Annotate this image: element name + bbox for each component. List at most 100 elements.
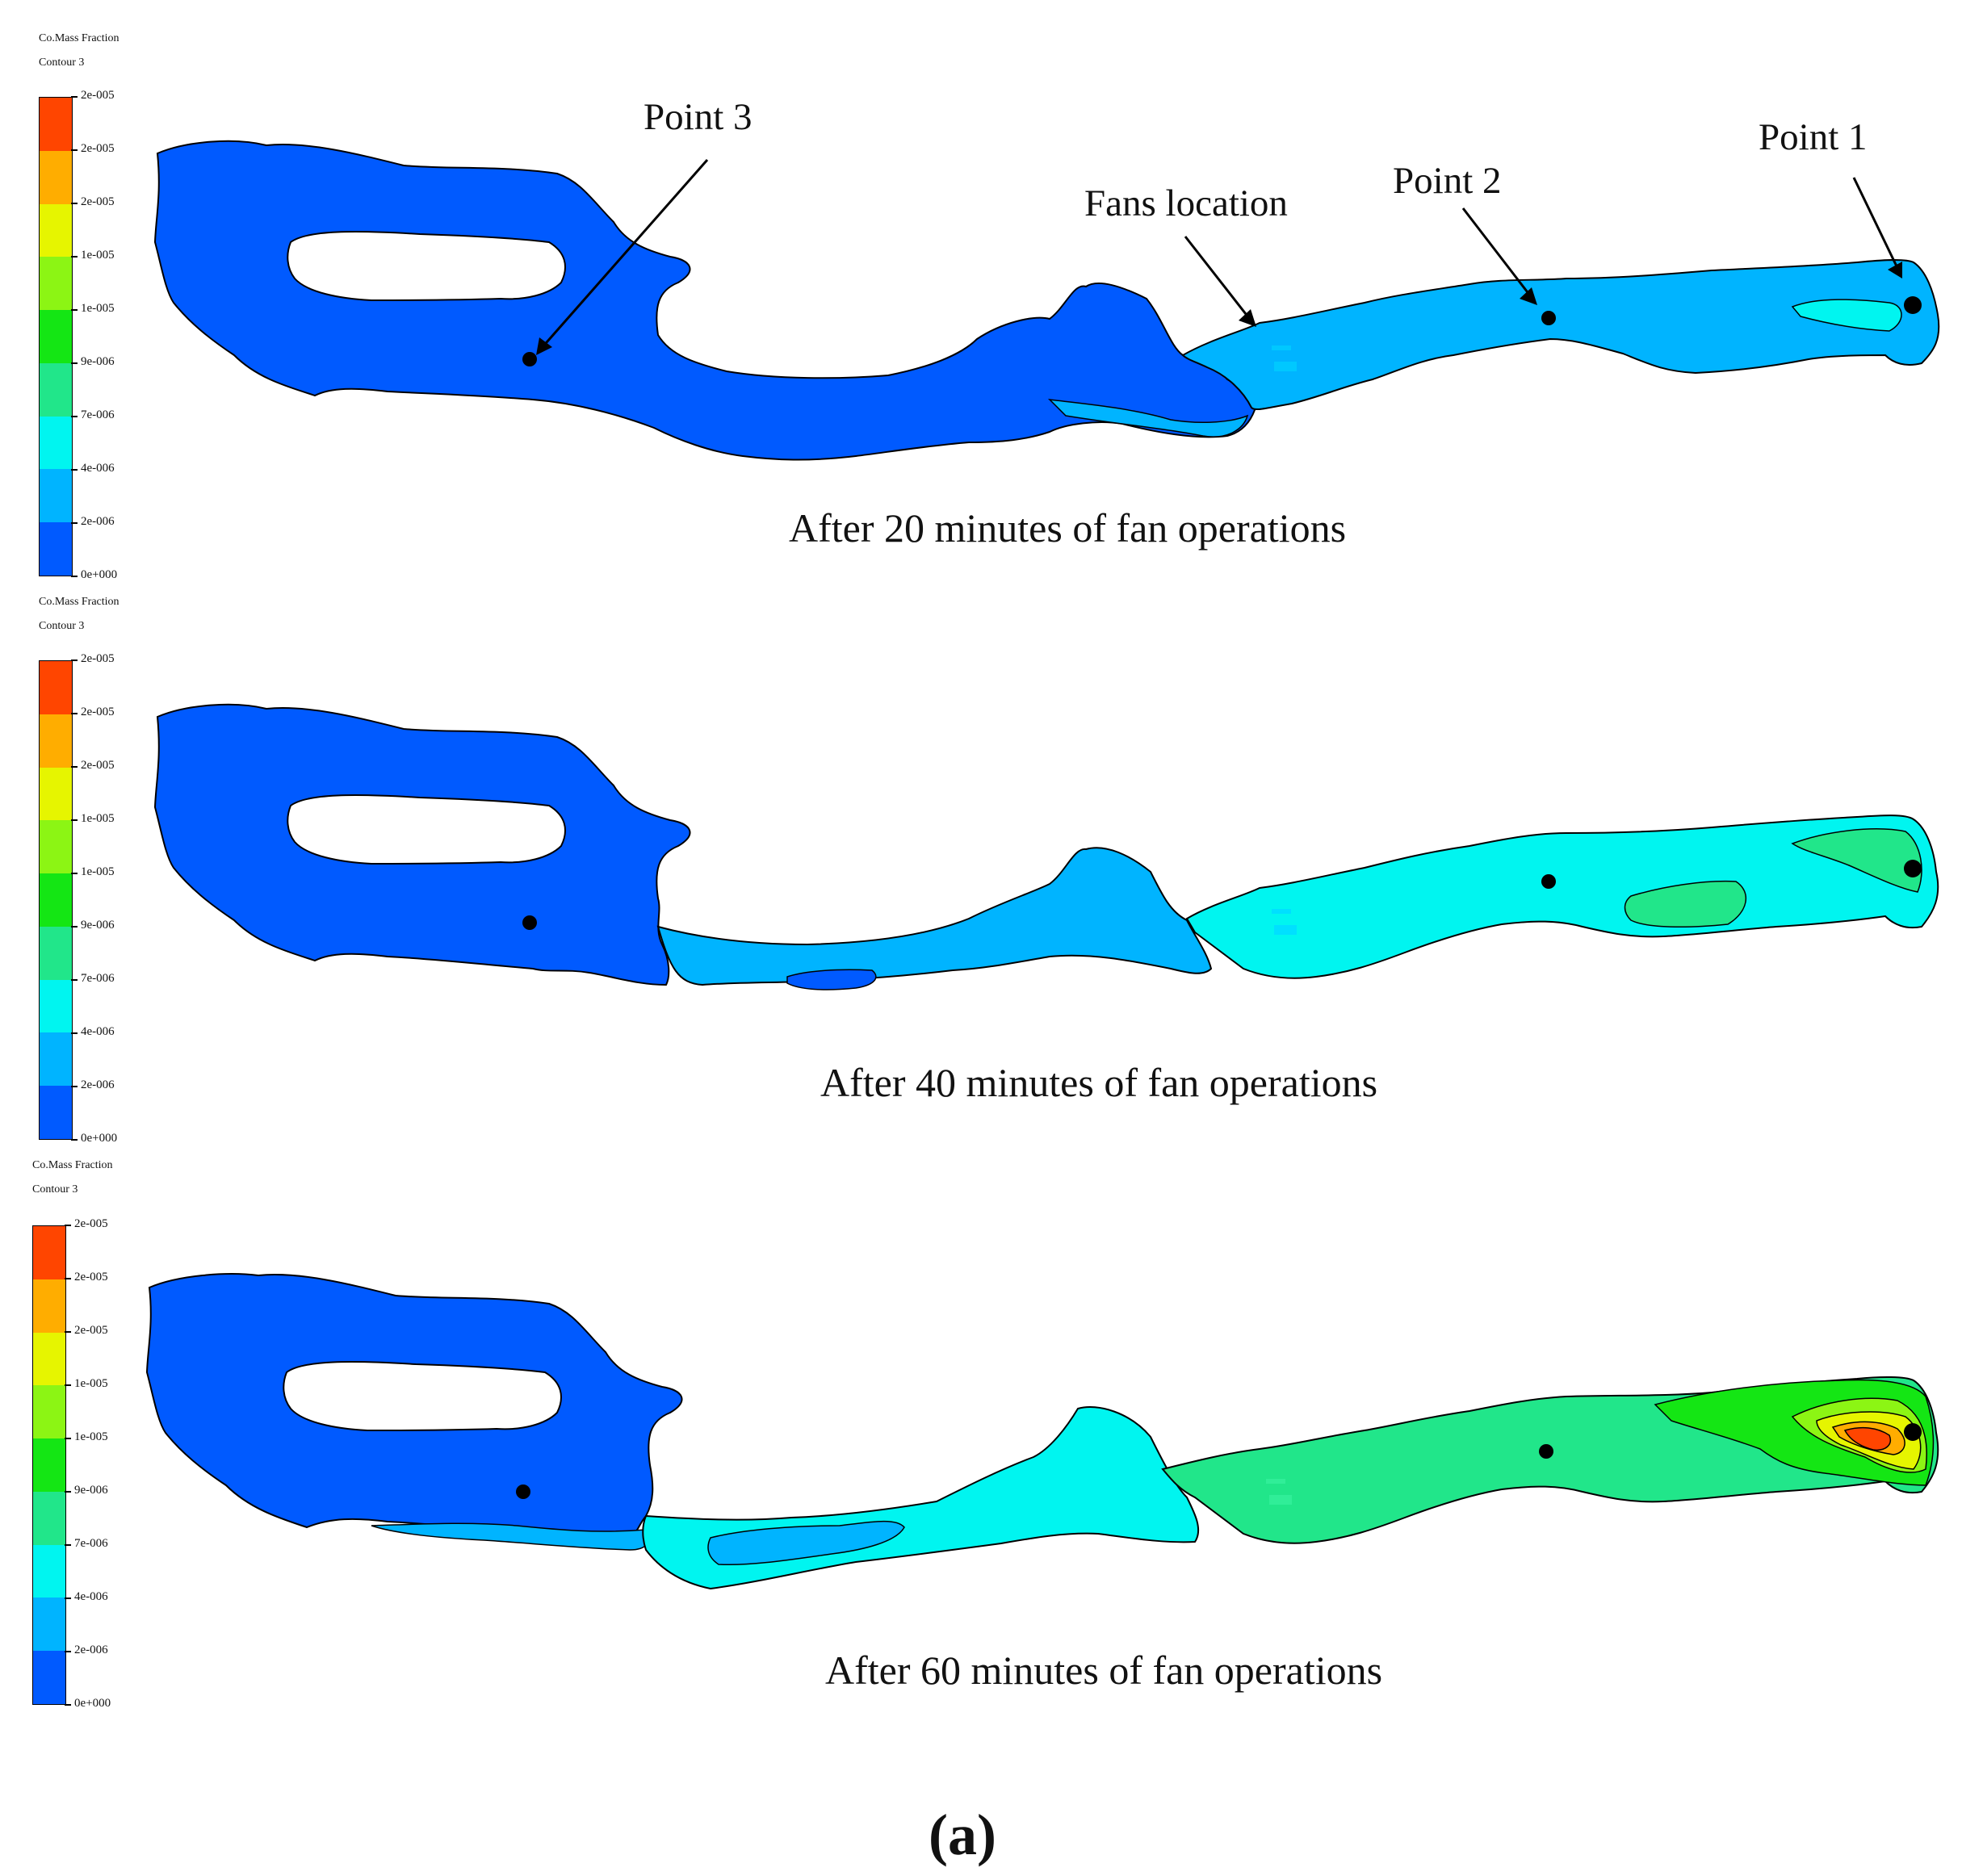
legend-color-segment [33,1598,65,1652]
legend-tick-label: 2e-005 [74,1217,108,1230]
fan-marker [1272,345,1291,350]
probe-point-2 [1541,311,1556,325]
panel-caption: After 60 minutes of fan operations [825,1648,1383,1693]
contour-patch-low [786,969,877,990]
subfigure-label: (a) [929,1803,996,1867]
legend-color-segment [40,362,72,417]
legend-color-segment [40,469,72,523]
arrowhead [1520,287,1537,305]
probe-point-3 [522,915,537,930]
color-legend: Co.Mass Fraction Contour 3 2e-005 2e-005 2… [0,565,161,1145]
legend-tick [71,1086,78,1087]
panel-60-min: Co.Mass Fraction Contour 3 2e-005 2e-005 2… [0,1130,1962,1710]
legend-color-segment [40,150,72,204]
contour-patch-low [707,1520,905,1566]
legend-tick [71,713,78,714]
probe-point-2 [1539,1444,1553,1459]
contour-region-mid [656,847,1213,986]
arrow-fans [1184,236,1253,322]
legend-color-bar [39,97,73,576]
legend-color-segment [40,416,72,470]
contour-patch-tip [1791,828,1922,893]
lower-sliver [1047,398,1249,438]
legend-subtitle: Contour 3 [32,1183,78,1196]
legend-title: Co.Mass Fraction [39,32,119,44]
legend-tick [71,416,78,417]
fan-marker [1274,925,1297,935]
pillar-hole [283,1361,562,1432]
legend-color-segment [33,1544,65,1598]
contour-patch-mid [1624,880,1747,928]
legend-tick-label: 2e-006 [81,515,115,528]
probe-point-1 [1904,1423,1922,1441]
legend-tick [71,1032,78,1034]
legend-color-segment [33,1226,65,1279]
legend-color-segment [33,1385,65,1439]
legend-color-segment [40,203,72,258]
legend-tick [65,1491,71,1493]
legend-tick [71,660,78,661]
arrowhead [1239,309,1256,327]
fan-marker [1266,1479,1285,1484]
legend-tick-label: 2e-005 [81,706,115,718]
legend-color-bar [39,660,73,1140]
legend-color-segment [33,1651,65,1704]
fan-marker [1274,362,1297,371]
legend-tick-label: 1e-005 [81,865,115,878]
legend-title: Co.Mass Fraction [39,596,119,608]
legend-tick-label: 9e-006 [81,919,115,932]
arrowhead [1888,262,1902,278]
legend-tick-label: 1e-005 [74,1430,108,1443]
probe-point-3 [516,1484,530,1499]
arrow-point-2 [1461,207,1534,299]
mine-contour-map-20 [153,140,1940,461]
legend-tick-label: 7e-006 [81,972,115,985]
legend-color-segment [40,820,72,874]
legend-tick-label: 7e-006 [74,1537,108,1550]
legend-tick-label: 4e-006 [81,1025,115,1038]
legend-tick [65,1331,71,1333]
legend-color-segment [40,257,72,311]
legend-tick [71,203,78,204]
legend-tick [65,1704,71,1706]
label-point-3: Point 3 [644,96,753,138]
legend-tick-label: 1e-005 [81,812,115,825]
legend-tick-label: 9e-006 [81,355,115,368]
legend-color-segment [40,1086,72,1139]
panel-20-min: Co.Mass Fraction Contour 3 2e-005 2e-005 2… [0,0,1962,581]
legend-tick [65,1384,71,1386]
legend-tick [71,979,78,981]
legend-tick [65,1651,71,1652]
legend-tick-label: 7e-006 [81,408,115,421]
legend-tick [71,576,78,577]
legend-tick-label: 2e-006 [81,1078,115,1091]
legend-tick-label: 2e-005 [81,195,115,208]
legend-tick [71,256,78,258]
legend-color-segment [40,873,72,927]
arrow-point-3 [539,159,709,350]
legend-tick [71,522,78,524]
legend-color-bar [32,1225,66,1705]
legend-tick [65,1278,71,1279]
legend-tick [71,819,78,821]
legend-color-segment [40,767,72,821]
legend-tick-label: 9e-006 [74,1484,108,1497]
legend-tick [71,149,78,151]
legend-tick-label: 2e-005 [81,652,115,665]
legend-color-segment [40,661,72,714]
label-fans-location: Fans location [1084,182,1288,224]
color-legend: Co.Mass Fraction Contour 3 2e-005 2e-005 2… [0,1130,161,1710]
legend-color-segment [40,1032,72,1087]
legend-tick-label: 0e+000 [74,1697,111,1710]
legend-tick-label: 2e-005 [81,759,115,772]
legend-tick [65,1544,71,1546]
fan-marker [1269,1495,1292,1505]
legend-tick-label: 0e+000 [81,568,118,581]
contour-patch [1791,299,1902,332]
label-point-1: Point 1 [1759,116,1868,158]
probe-point-3 [522,352,537,366]
probe-point-2 [1541,874,1556,889]
legend-tick [71,309,78,311]
mine-contour-map-60 [145,1273,1939,1590]
legend-subtitle: Contour 3 [39,57,85,69]
